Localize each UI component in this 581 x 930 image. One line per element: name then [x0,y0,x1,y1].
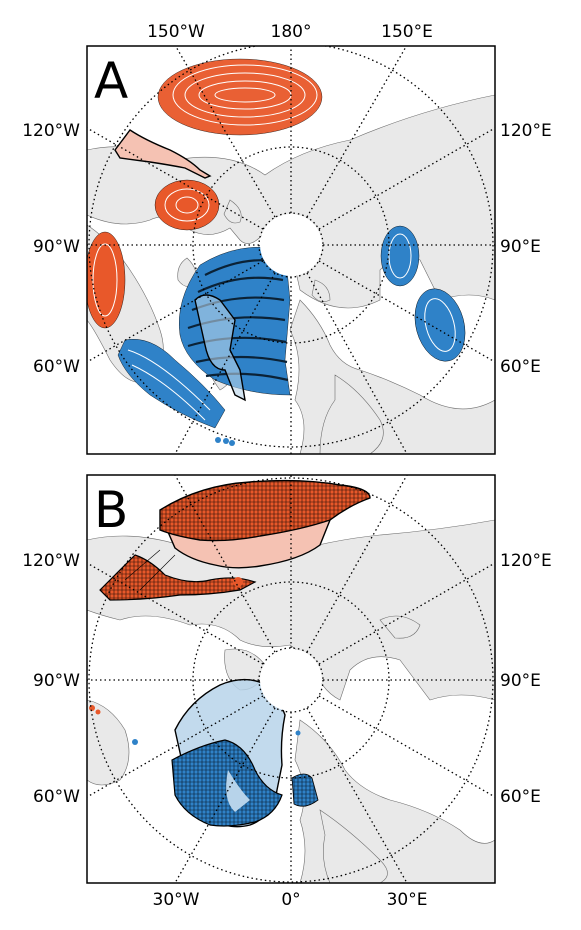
panel-a-warm-cluster-west [87,231,126,329]
panel-a-warm-cluster-mid [154,179,220,231]
panel-a: A 150°W 180° 150°E 120°W 90°W 60°W 120°E… [22,22,552,455]
panel-a-pole-hole [260,214,322,276]
panel-b-graticule [87,475,495,883]
label-60e-b: 60°E [500,787,541,807]
panel-a-graticule [87,46,495,454]
label-120e-b: 120°E [500,551,552,571]
panel-b-warm-region [89,479,371,715]
panel-a-cool-cluster-southwest [117,339,235,446]
panel-b-cool-hatched-east [291,773,319,807]
label-90w-a: 90°W [33,237,80,257]
panel-b-letter: B [94,481,128,539]
panel-a-cool-clusters [117,225,466,446]
panel-a-warm-cluster-north [157,58,323,136]
label-120w-b: 120°W [22,551,80,571]
panel-a-letter: A [94,52,128,110]
panel-b-pole-hole [260,649,322,711]
panel-b: B 120°W 90°W 60°W 120°E 90°E 60°E 30°W 0… [22,474,552,910]
panel-a-frame [86,45,496,455]
panel-a-warm-region-outline [114,129,212,179]
panel-a-cool-cluster-north-atlantic [179,246,291,402]
label-120w-a: 120°W [22,121,80,141]
label-60w-b: 60°W [33,787,80,807]
label-90e-a: 90°E [500,237,541,257]
label-30w-bottom: 30°W [153,890,200,910]
panel-a-cool-cluster-east-lower [414,288,466,362]
label-90w-b: 90°W [33,671,80,691]
label-90e-b: 90°E [500,671,541,691]
label-0-bottom: 0° [281,890,300,910]
panel-a-cool-cluster-east-upper [380,225,420,287]
panel-a-warm-clusters [87,58,323,329]
panel-b-landmasses [87,519,495,883]
panel-b-frame [86,474,496,884]
label-150e-top: 150°E [381,22,433,42]
label-30e-bottom: 30°E [387,890,428,910]
panel-b-map [87,475,495,883]
label-60e-a: 60°E [500,357,541,377]
label-120e-a: 120°E [500,121,552,141]
panel-b-cool-region [132,678,319,828]
label-60w-a: 60°W [33,357,80,377]
panel-b-warm-hatched-west [99,554,257,601]
label-150w-top: 150°W [147,22,205,42]
panel-a-map [87,46,495,454]
panel-b-warm-hatched-north [159,479,371,542]
label-180-top: 180° [271,22,312,42]
